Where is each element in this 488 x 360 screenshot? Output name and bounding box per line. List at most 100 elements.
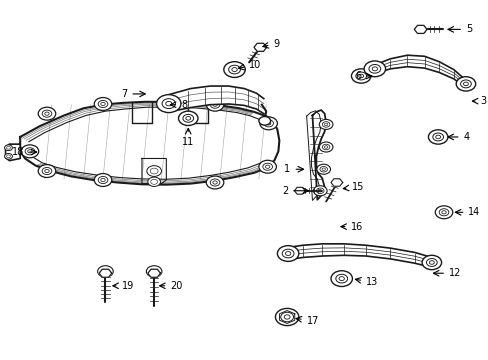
Circle shape [265, 165, 269, 168]
Circle shape [185, 117, 190, 120]
Circle shape [335, 274, 347, 283]
Circle shape [338, 276, 344, 280]
Circle shape [224, 62, 244, 77]
Circle shape [101, 102, 105, 105]
Circle shape [351, 69, 370, 83]
Circle shape [322, 144, 329, 150]
Circle shape [4, 153, 12, 159]
Circle shape [38, 107, 56, 120]
Circle shape [165, 102, 171, 106]
Polygon shape [413, 25, 426, 33]
Circle shape [6, 146, 10, 149]
Text: 2: 2 [281, 186, 308, 196]
Circle shape [432, 133, 443, 141]
Circle shape [259, 117, 277, 130]
Circle shape [25, 148, 35, 155]
Circle shape [319, 166, 327, 172]
Text: 15: 15 [343, 182, 363, 192]
Circle shape [212, 103, 217, 106]
Circle shape [98, 176, 107, 184]
Circle shape [355, 72, 366, 80]
Circle shape [42, 110, 52, 117]
Polygon shape [253, 43, 266, 51]
Circle shape [319, 120, 332, 130]
Text: 20: 20 [159, 281, 182, 291]
Polygon shape [375, 55, 465, 87]
Circle shape [322, 122, 329, 127]
Circle shape [45, 170, 49, 173]
Text: 7: 7 [121, 89, 145, 99]
Circle shape [146, 266, 162, 277]
Circle shape [150, 168, 158, 174]
Text: 12: 12 [432, 268, 460, 278]
Polygon shape [287, 244, 431, 267]
Circle shape [98, 100, 107, 108]
Circle shape [263, 163, 272, 170]
Text: 13: 13 [355, 277, 378, 287]
Text: 8: 8 [170, 100, 187, 110]
Circle shape [212, 181, 217, 184]
Circle shape [21, 145, 39, 158]
Circle shape [275, 309, 298, 325]
Circle shape [455, 77, 475, 91]
Polygon shape [168, 86, 263, 114]
Text: 5: 5 [447, 24, 471, 35]
Circle shape [319, 142, 332, 152]
Circle shape [358, 74, 363, 78]
Circle shape [101, 179, 105, 181]
Polygon shape [312, 110, 325, 200]
Circle shape [463, 82, 468, 86]
Polygon shape [5, 144, 20, 161]
Polygon shape [99, 269, 112, 277]
Text: 16: 16 [340, 222, 362, 231]
Circle shape [98, 266, 113, 277]
Text: 6: 6 [354, 71, 371, 81]
Circle shape [206, 176, 224, 189]
Circle shape [371, 67, 377, 71]
Circle shape [313, 186, 326, 196]
Circle shape [232, 68, 237, 71]
Circle shape [156, 95, 181, 113]
Circle shape [228, 65, 240, 74]
Circle shape [6, 155, 10, 158]
Circle shape [206, 98, 224, 111]
Circle shape [258, 117, 270, 125]
Circle shape [438, 209, 448, 216]
Circle shape [426, 258, 436, 266]
Circle shape [28, 150, 32, 153]
Text: 4: 4 [447, 132, 468, 142]
Circle shape [460, 80, 470, 88]
Text: 10: 10 [238, 60, 261, 70]
Circle shape [368, 64, 380, 73]
Circle shape [266, 122, 270, 125]
Circle shape [435, 135, 440, 139]
Polygon shape [330, 179, 342, 186]
Polygon shape [147, 269, 160, 277]
Circle shape [146, 166, 161, 176]
Polygon shape [20, 102, 279, 185]
Circle shape [210, 101, 220, 108]
Text: 18: 18 [12, 147, 37, 157]
Circle shape [258, 160, 276, 173]
Circle shape [94, 174, 112, 186]
Circle shape [94, 98, 112, 111]
Circle shape [364, 61, 385, 77]
Text: 14: 14 [454, 207, 480, 217]
Text: 17: 17 [295, 316, 318, 325]
Circle shape [434, 206, 452, 219]
Text: 1: 1 [284, 164, 303, 174]
Text: 19: 19 [113, 281, 134, 291]
Circle shape [263, 120, 273, 127]
Circle shape [316, 164, 330, 174]
Circle shape [277, 246, 298, 261]
Circle shape [45, 112, 49, 115]
Circle shape [178, 111, 198, 126]
Circle shape [318, 189, 321, 192]
Circle shape [282, 249, 293, 258]
Circle shape [150, 179, 157, 184]
Circle shape [38, 165, 56, 177]
Circle shape [428, 261, 433, 264]
Circle shape [231, 68, 237, 72]
Circle shape [316, 188, 324, 194]
Text: 11: 11 [182, 129, 194, 147]
